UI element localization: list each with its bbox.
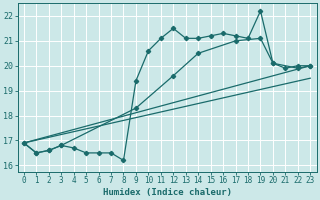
X-axis label: Humidex (Indice chaleur): Humidex (Indice chaleur) xyxy=(103,188,232,197)
